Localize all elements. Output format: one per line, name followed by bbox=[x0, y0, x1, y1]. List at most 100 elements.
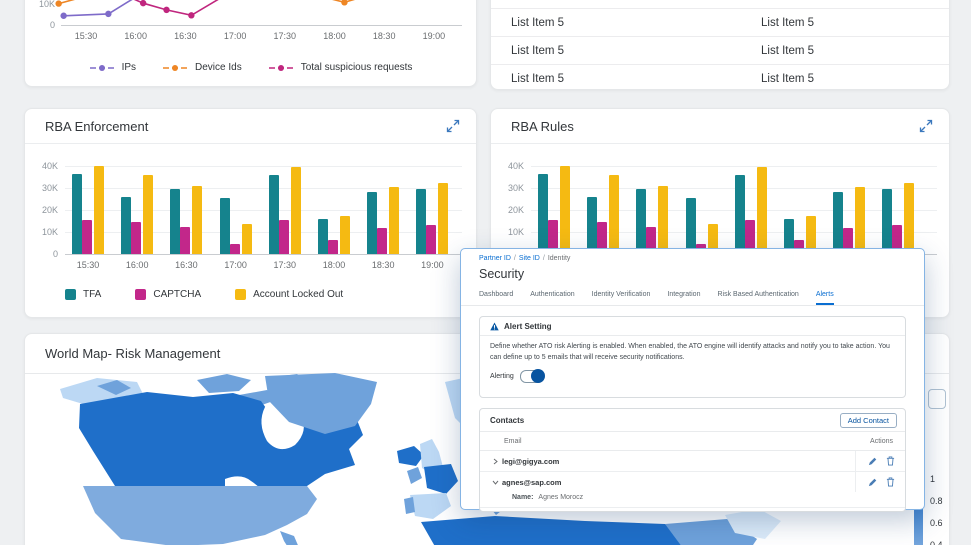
chevron-down-icon[interactable] bbox=[488, 480, 502, 485]
legend-line-glyph bbox=[163, 64, 188, 71]
contact-row[interactable]: legi@gigya.com bbox=[480, 451, 905, 472]
legend-label: TFA bbox=[83, 289, 102, 300]
x-axis-label: 19:00 bbox=[421, 260, 444, 270]
list-item[interactable]: List Item 5 List Item 5 bbox=[491, 8, 949, 36]
bar-account-locked-out bbox=[340, 215, 350, 254]
y-axis-label: 10K bbox=[38, 0, 55, 9]
delete-icon[interactable] bbox=[886, 456, 895, 466]
legend-item[interactable]: IPs bbox=[89, 62, 136, 73]
bar-account-locked-out bbox=[389, 186, 400, 254]
tab-integration[interactable]: Integration bbox=[667, 291, 701, 298]
breadcrumb-identity: Identity bbox=[547, 255, 571, 262]
tab-dashboard[interactable]: Dashboard bbox=[479, 291, 514, 298]
suspicious-activity-card: 0 10K 15:30 16:00 16:30 17:00 17:30 18:00 18:30 1… bbox=[24, 0, 477, 87]
email-column-header: Email bbox=[504, 437, 522, 445]
alerting-label: Alerting bbox=[490, 373, 514, 380]
bar-tfa bbox=[72, 173, 82, 254]
x-axis-label: 17:30 bbox=[273, 31, 297, 41]
contacts-header: Contacts bbox=[490, 415, 525, 425]
bar-account-locked-out bbox=[756, 167, 767, 254]
bar-captcha bbox=[328, 239, 338, 254]
line-chart-legend: IPs Device Ids Total suspicious requests bbox=[25, 62, 476, 73]
legend-swatch bbox=[65, 289, 76, 300]
list-cell: List Item 5 bbox=[511, 44, 565, 57]
contact-name: Agnes Morocz bbox=[538, 494, 584, 501]
x-axis-label: 17:30 bbox=[273, 260, 297, 270]
bar-account-locked-out bbox=[609, 174, 620, 254]
bar-account-locked-out bbox=[94, 166, 104, 254]
bar-captcha bbox=[131, 222, 142, 254]
x-axis-label: 16:30 bbox=[175, 260, 198, 270]
bar-captcha bbox=[794, 239, 804, 254]
x-axis-label: 18:30 bbox=[372, 31, 396, 41]
x-axis-label: 17:00 bbox=[224, 260, 247, 270]
expand-icon[interactable] bbox=[919, 119, 933, 133]
legend-item[interactable]: Account Locked Out bbox=[235, 289, 343, 300]
suspicious-activity-chart[interactable]: 0 10K 15:30 16:00 16:30 17:00 17:30 18:00 18:30 1… bbox=[25, 0, 476, 86]
list-cell: List Item 5 bbox=[511, 72, 565, 85]
bar-account-locked-out bbox=[707, 224, 718, 254]
legend-label: Total suspicious requests bbox=[300, 62, 413, 73]
contact-email: agnes@sap.com bbox=[502, 477, 562, 487]
x-axis-label: 17:00 bbox=[223, 31, 247, 41]
dialog-tabbar: Dashboard Authentication Identity Verifica… bbox=[461, 288, 924, 306]
rba-rules-chart[interactable]: 010K20K30K40K15:3016:0016:3017:0017:3018… bbox=[491, 109, 949, 317]
chevron-right-icon[interactable] bbox=[488, 458, 502, 465]
x-axis-label: 16:00 bbox=[125, 260, 149, 270]
contact-email: legi@gigya.com bbox=[502, 456, 560, 466]
bar-tfa bbox=[784, 218, 794, 254]
rba-enforcement-chart[interactable]: 0 10K 20K 30K 40K 15:30 16:00 16:30 17:00 17:30 18… bbox=[25, 109, 476, 317]
x-axis-label: 15:30 bbox=[76, 260, 100, 270]
world-map-canvas[interactable] bbox=[25, 373, 949, 545]
y-axis-label: 0 bbox=[49, 20, 55, 30]
rba-enforcement-legend: TFA CAPTCHA Account Locked Out bbox=[65, 289, 343, 300]
card-title: RBA Enforcement bbox=[45, 118, 149, 134]
tab-identity-verification[interactable]: Identity Verification bbox=[591, 291, 651, 298]
map-scale-value: 1 bbox=[930, 474, 936, 484]
y-axis-label: 10K bbox=[41, 227, 58, 237]
y-axis-label: 0 bbox=[52, 249, 58, 259]
legend-label: CAPTCHA bbox=[153, 289, 202, 300]
breadcrumb-partner-id[interactable]: Partner ID bbox=[479, 255, 511, 262]
map-scale-value: 0.4 bbox=[930, 540, 943, 545]
line-chart-canvas bbox=[55, 0, 356, 19]
bar-account-locked-out bbox=[143, 174, 154, 254]
bar-tfa bbox=[121, 196, 132, 254]
bar-account-locked-out bbox=[438, 182, 449, 254]
bar-tfa bbox=[538, 173, 548, 254]
bar-account-locked-out bbox=[658, 185, 669, 254]
expand-icon[interactable] bbox=[446, 119, 460, 133]
tab-alerts[interactable]: Alerts bbox=[815, 288, 834, 305]
legend-item[interactable]: Device Ids bbox=[162, 62, 242, 73]
breadcrumb-site-id[interactable]: Site ID bbox=[518, 255, 540, 262]
y-axis-label: 30K bbox=[507, 183, 524, 193]
legend-item[interactable]: TFA bbox=[65, 289, 101, 300]
bar-tfa bbox=[367, 192, 378, 254]
edit-icon[interactable] bbox=[868, 457, 877, 466]
bar-captcha bbox=[597, 222, 608, 254]
tab-risk-based-authentication[interactable]: Risk Based Authentication bbox=[717, 291, 799, 298]
name-label: Name: bbox=[512, 494, 534, 501]
gridline bbox=[65, 188, 462, 189]
bar-captcha bbox=[180, 226, 191, 254]
alerting-toggle[interactable] bbox=[519, 368, 545, 383]
contact-row-expanded[interactable]: agnes@sap.com Name: Agnes Morocz bbox=[480, 472, 905, 508]
bar-tfa bbox=[170, 189, 181, 254]
actions-column-header: Actions bbox=[870, 437, 893, 445]
bar-tfa bbox=[882, 189, 893, 254]
list-item[interactable]: List Item 5 List Item 5 bbox=[491, 36, 949, 64]
tab-authentication[interactable]: Authentication bbox=[530, 291, 575, 298]
legend-item[interactable]: Total suspicious requests bbox=[268, 62, 413, 73]
add-contact-button[interactable]: Add Contact bbox=[839, 412, 897, 428]
edit-icon[interactable] bbox=[868, 478, 877, 487]
delete-icon[interactable] bbox=[886, 477, 895, 487]
map-color-scale bbox=[914, 478, 923, 545]
warning-icon bbox=[490, 321, 499, 330]
map-control-button[interactable] bbox=[928, 389, 946, 409]
legend-item[interactable]: CAPTCHA bbox=[135, 289, 201, 300]
legend-label: IPs bbox=[121, 62, 137, 73]
bar-tfa bbox=[587, 196, 598, 254]
list-item[interactable]: List Item 5 List Item 5 bbox=[491, 64, 949, 92]
dialog-title: Security bbox=[479, 267, 525, 281]
